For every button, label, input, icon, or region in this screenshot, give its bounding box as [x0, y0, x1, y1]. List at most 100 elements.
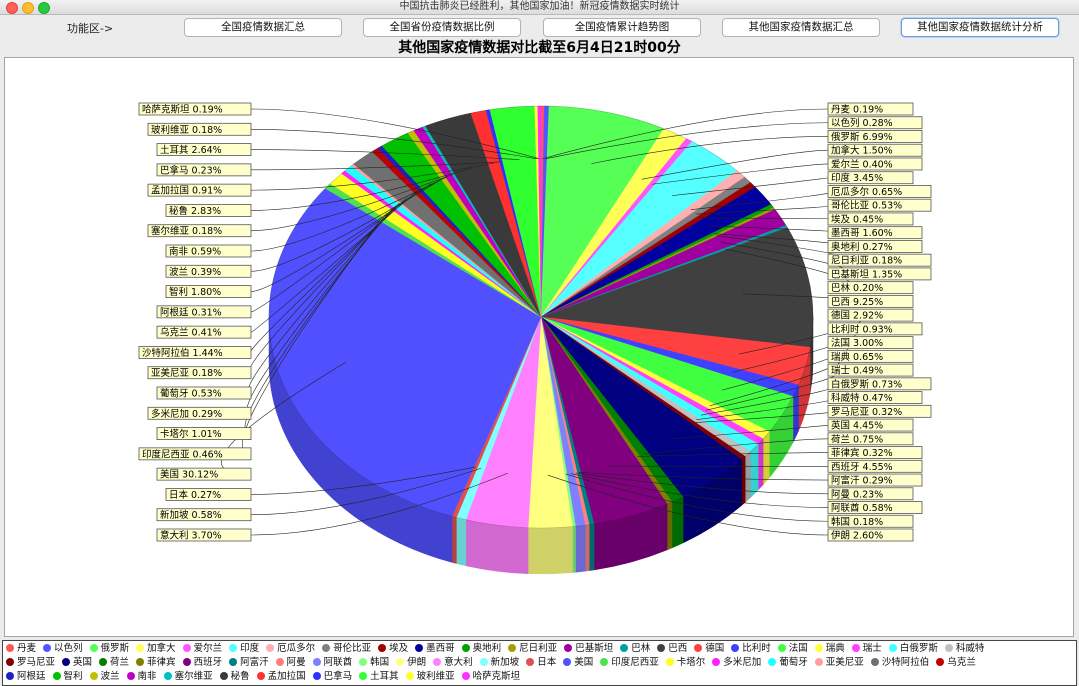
legend-swatch-icon	[945, 644, 953, 652]
legend-item-巴林[interactable]: 巴林	[620, 642, 650, 656]
legend-swatch-icon	[322, 644, 330, 652]
legend-label: 瑞典	[826, 643, 845, 654]
legend-swatch-icon	[871, 658, 879, 666]
legend-item-奥地利[interactable]: 奥地利	[462, 642, 502, 656]
legend-item-菲律宾[interactable]: 菲律宾	[136, 656, 176, 670]
legend-item-葡萄牙[interactable]: 葡萄牙	[768, 656, 808, 670]
pie-side-瑞士	[758, 439, 763, 490]
legend-item-孟加拉国[interactable]: 孟加拉国	[257, 670, 306, 684]
legend-item-丹麦[interactable]: 丹麦	[6, 642, 36, 656]
legend-swatch-icon	[6, 658, 14, 666]
legend-swatch-icon	[768, 658, 776, 666]
legend-item-比利时[interactable]: 比利时	[731, 642, 771, 656]
legend-item-印度[interactable]: 印度	[229, 642, 259, 656]
legend-item-沙特阿拉伯[interactable]: 沙特阿拉伯	[871, 656, 930, 670]
legend-item-多米尼加[interactable]: 多米尼加	[712, 656, 761, 670]
slice-label-韩国: 韩国 0.18%	[831, 516, 883, 528]
legend-swatch-icon	[313, 672, 321, 680]
legend-item-加拿大[interactable]: 加拿大	[136, 642, 176, 656]
legend-item-阿联酋[interactable]: 阿联酋	[313, 656, 353, 670]
legend-swatch-icon	[936, 658, 944, 666]
legend-swatch-icon	[815, 644, 823, 652]
legend-item-玻利维亚[interactable]: 玻利维亚	[406, 670, 455, 684]
other-countries-analysis-button[interactable]: 其他国家疫情数据统计分析	[901, 18, 1059, 37]
legend-swatch-icon	[257, 672, 265, 680]
legend-item-波兰[interactable]: 波兰	[90, 670, 120, 684]
legend-item-德国[interactable]: 德国	[694, 642, 724, 656]
legend-item-阿根廷[interactable]: 阿根廷	[6, 670, 46, 684]
slice-label-墨西哥: 墨西哥 1.60%	[831, 228, 893, 239]
legend-item-尼日利亚[interactable]: 尼日利亚	[508, 642, 557, 656]
legend-label: 新加坡	[491, 657, 520, 668]
legend-item-巴拿马[interactable]: 巴拿马	[313, 670, 353, 684]
chart-title: 其他国家疫情数据对比截至6月4日21时00分	[0, 39, 1079, 57]
legend-label: 以色列	[54, 643, 83, 654]
legend-label: 厄瓜多尔	[277, 643, 315, 654]
slice-label-沙特阿拉伯: 沙特阿拉伯 1.44%	[142, 347, 223, 359]
legend-item-印度尼西亚[interactable]: 印度尼西亚	[600, 656, 659, 670]
other-countries-summary-button[interactable]: 其他国家疫情数据汇总	[722, 18, 880, 37]
legend-label: 英国	[73, 657, 92, 668]
legend-item-亚美尼亚[interactable]: 亚美尼亚	[815, 656, 864, 670]
slice-label-西班牙: 西班牙 4.55%	[831, 461, 893, 473]
legend-label: 沙特阿拉伯	[882, 657, 930, 668]
legend-swatch-icon	[406, 672, 414, 680]
legend-item-阿富汗[interactable]: 阿富汗	[229, 656, 269, 670]
legend-item-法国[interactable]: 法国	[778, 642, 808, 656]
legend-swatch-icon	[136, 644, 144, 652]
legend-item-乌克兰[interactable]: 乌克兰	[936, 656, 976, 670]
legend-item-南非[interactable]: 南非	[127, 670, 157, 684]
legend-label: 孟加拉国	[268, 671, 306, 682]
legend-swatch-icon	[600, 658, 608, 666]
legend-item-美国[interactable]: 美国	[563, 656, 593, 670]
legend-item-科威特[interactable]: 科威特	[945, 642, 985, 656]
chart-plot-area: 丹麦 0.19%以色列 0.28%俄罗斯 6.99%加拿大 1.50%爱尔兰 0…	[4, 57, 1074, 637]
slice-label-孟加拉国: 孟加拉国 0.91%	[151, 185, 222, 197]
national-summary-button[interactable]: 全国疫情数据汇总	[184, 18, 342, 37]
legend-item-意大利[interactable]: 意大利	[433, 656, 473, 670]
legend-label: 土耳其	[370, 671, 399, 682]
legend-item-白俄罗斯[interactable]: 白俄罗斯	[889, 642, 938, 656]
legend-item-韩国[interactable]: 韩国	[359, 656, 389, 670]
legend-item-爱尔兰[interactable]: 爱尔兰	[183, 642, 223, 656]
legend-item-日本[interactable]: 日本	[526, 656, 556, 670]
legend-item-巴西[interactable]: 巴西	[657, 642, 687, 656]
legend-item-西班牙[interactable]: 西班牙	[183, 656, 223, 670]
legend-item-哈萨克斯坦[interactable]: 哈萨克斯坦	[462, 670, 521, 684]
legend-swatch-icon	[136, 658, 144, 666]
legend-item-卡塔尔[interactable]: 卡塔尔	[666, 656, 706, 670]
legend-item-哥伦比亚[interactable]: 哥伦比亚	[322, 642, 371, 656]
legend-item-瑞士[interactable]: 瑞士	[852, 642, 882, 656]
legend-item-厄瓜多尔[interactable]: 厄瓜多尔	[266, 642, 315, 656]
legend-label: 比利时	[742, 643, 771, 654]
slice-label-日本: 日本 0.27%	[169, 489, 221, 501]
legend-swatch-icon	[183, 658, 191, 666]
legend-item-阿曼[interactable]: 阿曼	[276, 656, 306, 670]
legend-item-土耳其[interactable]: 土耳其	[359, 670, 399, 684]
province-ratio-button[interactable]: 全国省份疫情数据比例	[363, 18, 521, 37]
legend-item-埃及[interactable]: 埃及	[378, 642, 408, 656]
legend-item-塞尔维亚[interactable]: 塞尔维亚	[164, 670, 213, 684]
legend-item-巴基斯坦[interactable]: 巴基斯坦	[564, 642, 613, 656]
legend-swatch-icon	[564, 644, 572, 652]
slice-label-葡萄牙: 葡萄牙 0.53%	[160, 388, 222, 400]
legend-item-伊朗[interactable]: 伊朗	[396, 656, 426, 670]
legend-label: 俄罗斯	[101, 643, 130, 654]
legend-item-俄罗斯[interactable]: 俄罗斯	[90, 642, 130, 656]
legend-item-新加坡[interactable]: 新加坡	[480, 656, 520, 670]
legend-item-罗马尼亚[interactable]: 罗马尼亚	[6, 656, 55, 670]
legend-item-瑞典[interactable]: 瑞典	[815, 642, 845, 656]
slice-label-瑞士: 瑞士 0.49%	[831, 365, 883, 377]
slice-label-阿曼: 阿曼 0.23%	[831, 489, 883, 500]
legend-item-英国[interactable]: 英国	[62, 656, 92, 670]
legend-label: 多米尼加	[723, 657, 761, 668]
legend-label: 秘鲁	[231, 671, 250, 682]
national-trend-button[interactable]: 全国疫情累计趋势图	[543, 18, 701, 37]
legend-item-智利[interactable]: 智利	[53, 670, 83, 684]
legend-item-荷兰[interactable]: 荷兰	[99, 656, 129, 670]
slice-label-巴基斯坦: 巴基斯坦 1.35%	[831, 268, 902, 280]
legend-item-以色列[interactable]: 以色列	[43, 642, 83, 656]
legend-item-墨西哥[interactable]: 墨西哥	[415, 642, 455, 656]
legend-item-秘鲁[interactable]: 秘鲁	[220, 670, 250, 684]
pie-side-荷兰	[672, 497, 683, 548]
